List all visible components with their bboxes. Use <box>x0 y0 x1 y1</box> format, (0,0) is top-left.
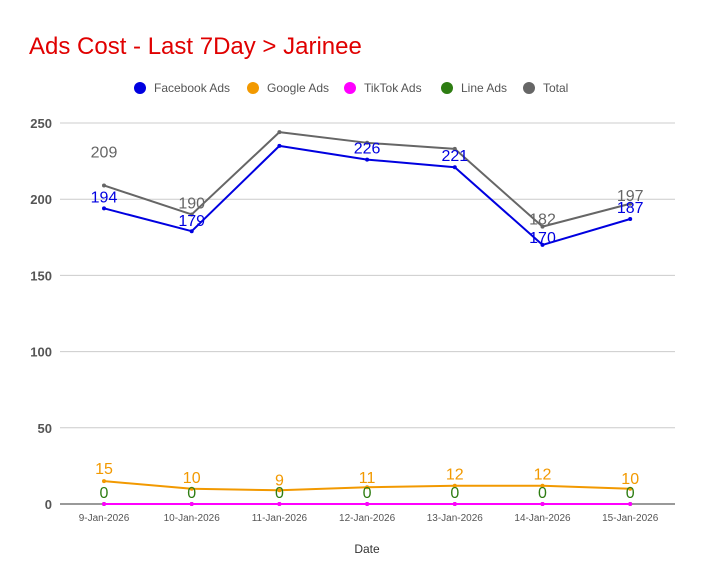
data-label: 197 <box>617 188 644 205</box>
data-point <box>365 485 370 490</box>
data-label: 0 <box>100 485 109 502</box>
data-label: 12 <box>446 467 464 484</box>
data-label: 9 <box>275 472 284 489</box>
legend-marker <box>523 82 535 94</box>
data-point <box>628 217 633 222</box>
y-tick-label: 250 <box>30 116 52 131</box>
legend-marker <box>247 82 259 94</box>
data-point <box>540 502 545 506</box>
data-label: 179 <box>178 213 205 230</box>
data-point <box>189 502 194 506</box>
legend-label: Total <box>543 81 568 95</box>
data-point <box>628 502 633 506</box>
data-point <box>189 212 194 217</box>
data-label: 170 <box>529 230 556 247</box>
data-label: 0 <box>363 485 372 502</box>
legend-marker <box>344 82 356 94</box>
data-label: 194 <box>91 189 118 206</box>
x-axis-ticks: 9-Jan-2026 10-Jan-2026 11-Jan-2026 12-Jan-2… <box>79 513 659 524</box>
x-tick-label: 10-Jan-2026 <box>164 513 221 524</box>
series-lines <box>102 130 633 506</box>
gridlines <box>60 122 675 505</box>
data-label: 15 <box>95 461 113 478</box>
chart-title: Ads Cost - Last 7Day > Jarinee <box>29 33 362 60</box>
data-label: 0 <box>538 485 547 502</box>
y-tick-label: 100 <box>30 345 52 360</box>
legend-label: Google Ads <box>267 81 329 95</box>
x-axis-title: Date <box>354 542 380 556</box>
y-tick-label: 50 <box>38 421 52 436</box>
y-tick-label: 0 <box>45 497 52 512</box>
data-point <box>277 502 282 506</box>
x-tick-label: 13-Jan-2026 <box>427 513 484 524</box>
data-label: 226 <box>354 141 381 158</box>
data-point <box>540 483 545 488</box>
x-tick-label: 14-Jan-2026 <box>514 513 571 524</box>
data-point <box>540 224 545 229</box>
data-point <box>452 146 457 151</box>
data-point <box>102 479 106 484</box>
data-point <box>452 502 457 506</box>
data-label: 0 <box>626 485 635 502</box>
data-point <box>628 201 633 206</box>
y-axis-ticks: 0 50 100 150 200 250 <box>30 116 52 512</box>
data-point <box>277 130 282 135</box>
data-label: 0 <box>450 485 459 502</box>
data-point <box>540 242 545 247</box>
data-label: 182 <box>529 212 556 229</box>
data-label: 0 <box>187 485 196 502</box>
data-point <box>452 483 457 488</box>
x-tick-label: 11-Jan-2026 <box>252 513 308 524</box>
data-point <box>365 140 370 145</box>
data-label: 11 <box>359 470 376 487</box>
legend-label: TikTok Ads <box>364 81 422 95</box>
data-point <box>365 157 370 162</box>
x-tick-label: 12-Jan-2026 <box>339 513 396 524</box>
data-point <box>189 486 194 491</box>
data-label: 10 <box>183 470 201 487</box>
data-label: 190 <box>178 195 205 212</box>
x-tick-label: 9-Jan-2026 <box>79 513 130 524</box>
data-point <box>452 165 457 170</box>
y-tick-label: 200 <box>30 192 52 207</box>
x-tick-label: 15-Jan-2026 <box>602 513 659 524</box>
data-point <box>365 502 370 506</box>
legend: Facebook Ads Google Ads TikTok Ads Line Ads… <box>134 81 568 95</box>
data-label: 209 <box>91 144 118 161</box>
data-label: 12 <box>534 467 552 484</box>
data-point <box>102 206 106 211</box>
data-point <box>277 488 282 493</box>
data-point <box>102 183 106 188</box>
legend-label: Facebook Ads <box>154 81 230 95</box>
data-point <box>628 486 633 491</box>
y-tick-label: 150 <box>30 268 52 283</box>
data-label: 187 <box>617 200 644 217</box>
data-point <box>189 229 194 234</box>
data-label: 10 <box>621 471 639 488</box>
legend-label: Line Ads <box>461 81 507 95</box>
data-label: 221 <box>441 148 468 165</box>
legend-marker <box>134 82 146 94</box>
data-point <box>102 502 106 506</box>
data-label: 0 <box>275 485 284 502</box>
legend-marker <box>441 82 453 94</box>
data-point <box>277 143 282 148</box>
